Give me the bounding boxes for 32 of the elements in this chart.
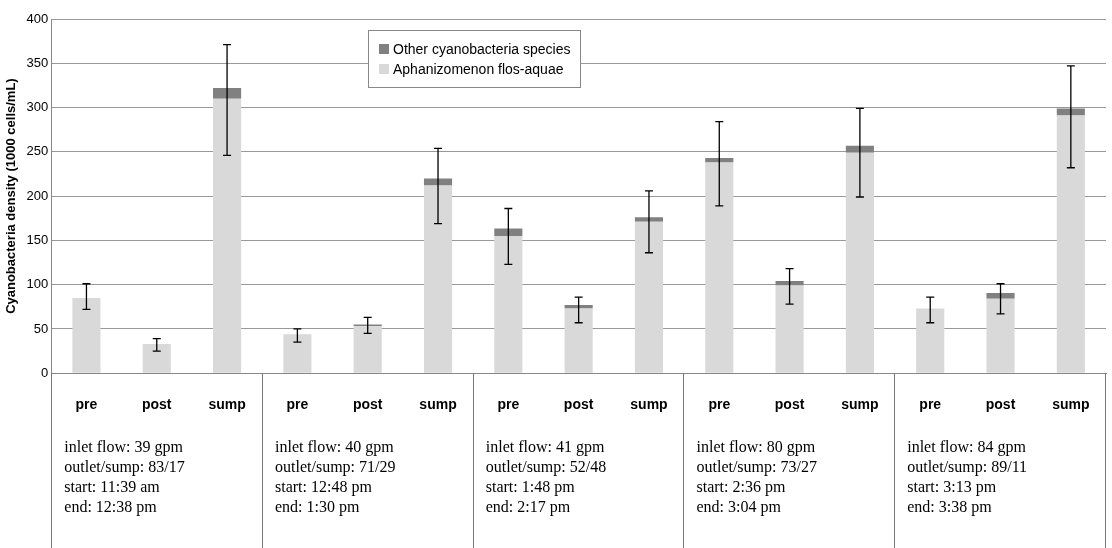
y-tick-label: 400 (26, 10, 49, 26)
x-tick-label: post (563, 396, 594, 413)
x-tick-label: pre (286, 396, 309, 413)
x-tick-label: sump (208, 396, 246, 413)
legend-label: Aphanizomenon flos-aquae (393, 61, 564, 77)
x-tick-label: post (985, 396, 1016, 413)
x-tick-label: post (774, 396, 805, 413)
x-tick-label: pre (919, 396, 942, 413)
y-tick-label: 100 (26, 276, 49, 292)
text: inlet flow: 80 gpm outlet/sump: 73/27 start: 2:36 pm end: 3:04 pm (696, 438, 817, 516)
legend-label: Other cyanobacteria species (393, 41, 571, 57)
y-tick-label: 350 (26, 54, 49, 70)
x-tick-label: post (352, 396, 383, 413)
y-axis-title: Cyanobacteria density (1000 cells/mL) (3, 78, 19, 314)
x-tick-label: post (141, 396, 172, 413)
y-tick-label: 300 (26, 99, 49, 115)
y-tick-label: 50 (33, 320, 49, 336)
x-tick-label: pre (497, 396, 520, 413)
y-tick-label: 200 (26, 187, 49, 203)
x-tick-label: pre (708, 396, 731, 413)
y-tick-label: 250 (26, 143, 49, 159)
x-tick-label: sump (630, 396, 668, 413)
y-tick-label: 0 (41, 364, 49, 380)
x-tick-label: sump (419, 396, 457, 413)
text: inlet flow: 39 gpm outlet/sump: 83/17 start: 11:39 am end: 12:38 pm (64, 438, 185, 516)
x-tick-label: sump (841, 396, 879, 413)
x-tick-label: sump (1052, 396, 1090, 413)
text: inlet flow: 40 gpm outlet/sump: 71/29 start: 12:48 pm end: 1:30 pm (275, 438, 396, 516)
text: inlet flow: 84 gpm outlet/sump: 89/11 start: 3:13 pm end: 3:38 pm (907, 438, 1028, 516)
x-tick-label: pre (75, 396, 98, 413)
y-tick-label: 150 (26, 231, 49, 247)
text: inlet flow: 41 gpm outlet/sump: 52/48 start: 1:48 pm end: 2:17 pm (485, 438, 607, 516)
